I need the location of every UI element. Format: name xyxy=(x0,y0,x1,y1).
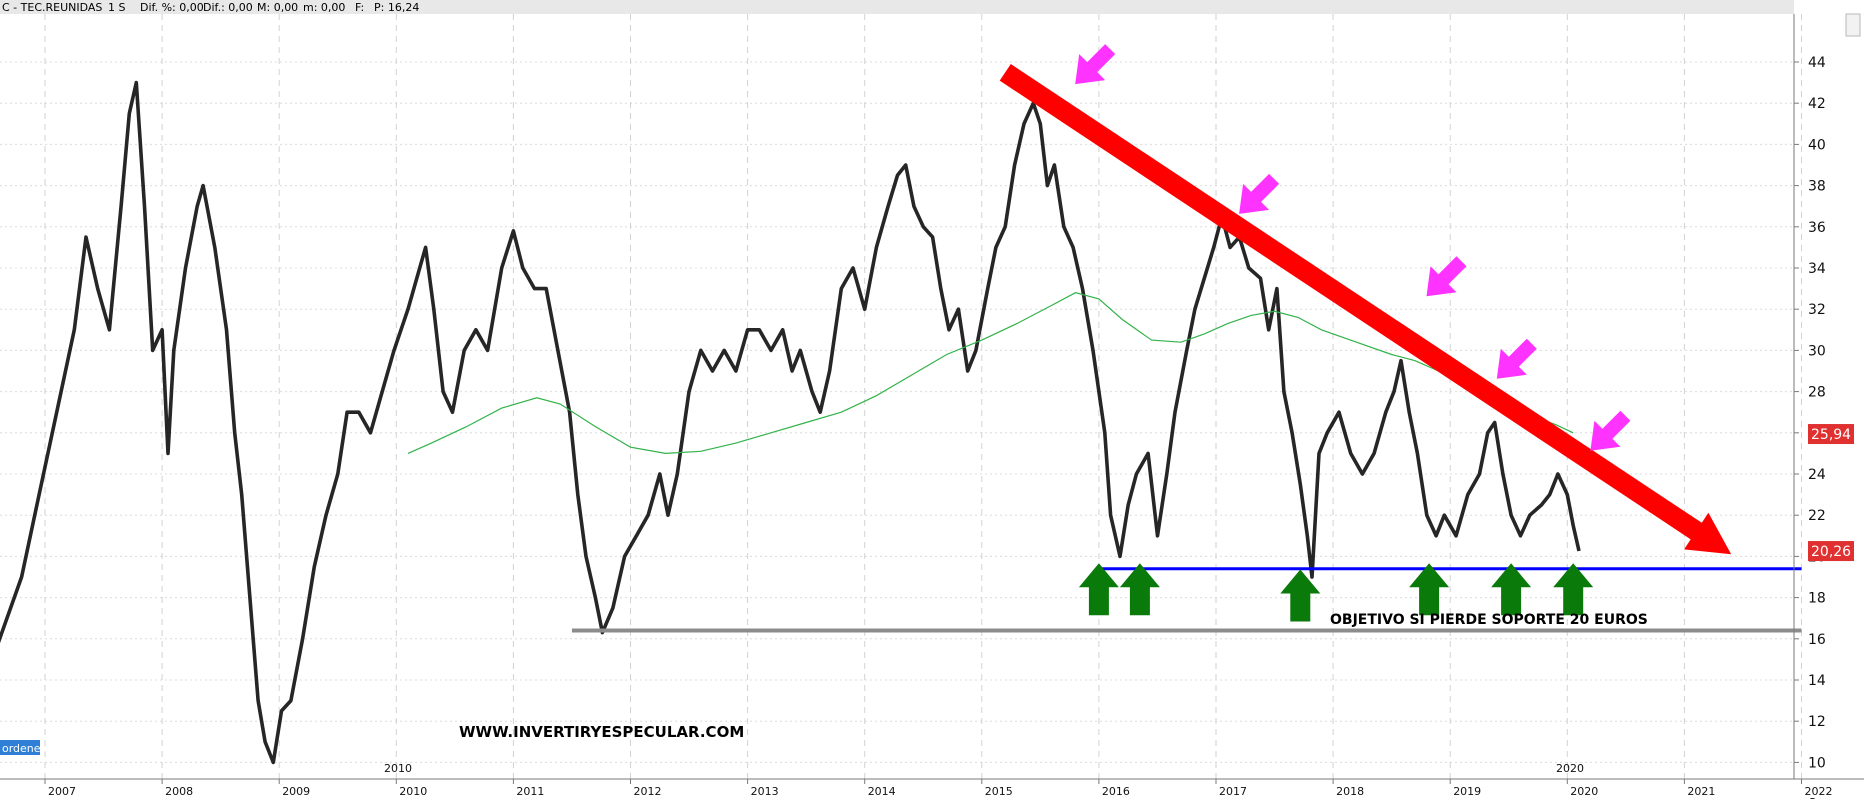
trend-arrow xyxy=(999,64,1732,555)
orders-badge-label: ordenes xyxy=(2,742,47,755)
x-tick-label: 2011 xyxy=(516,785,544,798)
support-marker xyxy=(1409,563,1450,616)
resistance-marker xyxy=(1426,256,1467,297)
f-label: F: xyxy=(355,1,364,14)
resistance-marker xyxy=(1075,44,1116,85)
x-tick-label: 2014 xyxy=(868,785,896,798)
price-tag-label: 25,94 xyxy=(1811,427,1851,443)
x-tick-label: 2019 xyxy=(1453,785,1481,798)
y-tick-label: 36 xyxy=(1808,220,1826,236)
x-tick-label: 2022 xyxy=(1805,785,1833,798)
y-tick-label: 38 xyxy=(1808,179,1826,195)
dif-label: Dif.: 0,00 xyxy=(203,1,253,14)
watermark: WWW.INVERTIRYESPECULAR.COM xyxy=(459,723,744,741)
max-label: M: 0,00 xyxy=(257,1,298,14)
y-tick-label: 24 xyxy=(1808,467,1826,483)
x-tick-label: 2009 xyxy=(282,785,310,798)
price-tag xyxy=(1808,424,1854,445)
support-marker xyxy=(1119,563,1160,616)
year-marker-2010: 2010 xyxy=(384,762,412,775)
y-tick-label: 16 xyxy=(1808,632,1826,648)
info-bar: C - TEC.REUNIDAS 1 S Dif. %: 0,00 Dif.: … xyxy=(0,0,1794,14)
y-tick-label: 32 xyxy=(1808,302,1826,318)
dif-pct-label: Dif. %: 0,00 xyxy=(140,1,204,14)
y-tick-label: 22 xyxy=(1808,508,1826,524)
y-tick-label: 14 xyxy=(1808,673,1826,689)
y-tick-label: 34 xyxy=(1808,261,1826,277)
price-series-line xyxy=(0,80,1581,765)
x-tick-label: 2015 xyxy=(985,785,1013,798)
price-tag-label: 20,26 xyxy=(1811,544,1851,560)
x-tick-label: 2016 xyxy=(1102,785,1130,798)
x-tick-label: 2017 xyxy=(1219,785,1247,798)
instrument-name: C - TEC.REUNIDAS xyxy=(2,1,102,14)
y-tick-label: 10 xyxy=(1808,755,1826,771)
x-tick-label: 2010 xyxy=(399,785,427,798)
resistance-marker xyxy=(1496,338,1537,379)
scroll-up-button[interactable] xyxy=(1845,13,1861,37)
y-tick-label: 12 xyxy=(1808,714,1826,730)
x-tick-label: 2007 xyxy=(48,785,76,798)
y-tick-label: 18 xyxy=(1808,591,1826,607)
period-label: 1 S xyxy=(108,1,125,14)
support-marker xyxy=(1078,563,1119,616)
y-tick-label: 44 xyxy=(1808,55,1826,71)
moving-average-line xyxy=(407,292,1574,455)
y-tick-label: 40 xyxy=(1808,137,1826,153)
x-tick-label: 2013 xyxy=(751,785,779,798)
support-marker xyxy=(1280,569,1321,622)
price-tag xyxy=(1808,541,1854,562)
support-marker xyxy=(1491,563,1532,616)
orders-badge[interactable]: ordenes xyxy=(0,740,47,755)
x-tick-label: 2008 xyxy=(165,785,193,798)
support-marker xyxy=(1553,563,1594,616)
min-label: m: 0,00 xyxy=(303,1,345,14)
target-annotation: OBJETIVO SI PIERDE SOPORTE 20 EUROS xyxy=(1330,612,1648,628)
year-marker-2020: 2020 xyxy=(1556,762,1584,775)
y-tick-label: 28 xyxy=(1808,385,1826,401)
y-tick-label: 30 xyxy=(1808,343,1826,359)
x-tick-label: 2012 xyxy=(634,785,662,798)
price-label: P: 16,24 xyxy=(374,1,419,14)
x-tick-label: 2020 xyxy=(1570,785,1598,798)
y-tick-label: 42 xyxy=(1808,96,1826,112)
x-tick-label: 2021 xyxy=(1687,785,1715,798)
resistance-marker xyxy=(1239,173,1280,214)
x-tick-label: 2018 xyxy=(1336,785,1364,798)
resistance-marker xyxy=(1590,410,1631,451)
